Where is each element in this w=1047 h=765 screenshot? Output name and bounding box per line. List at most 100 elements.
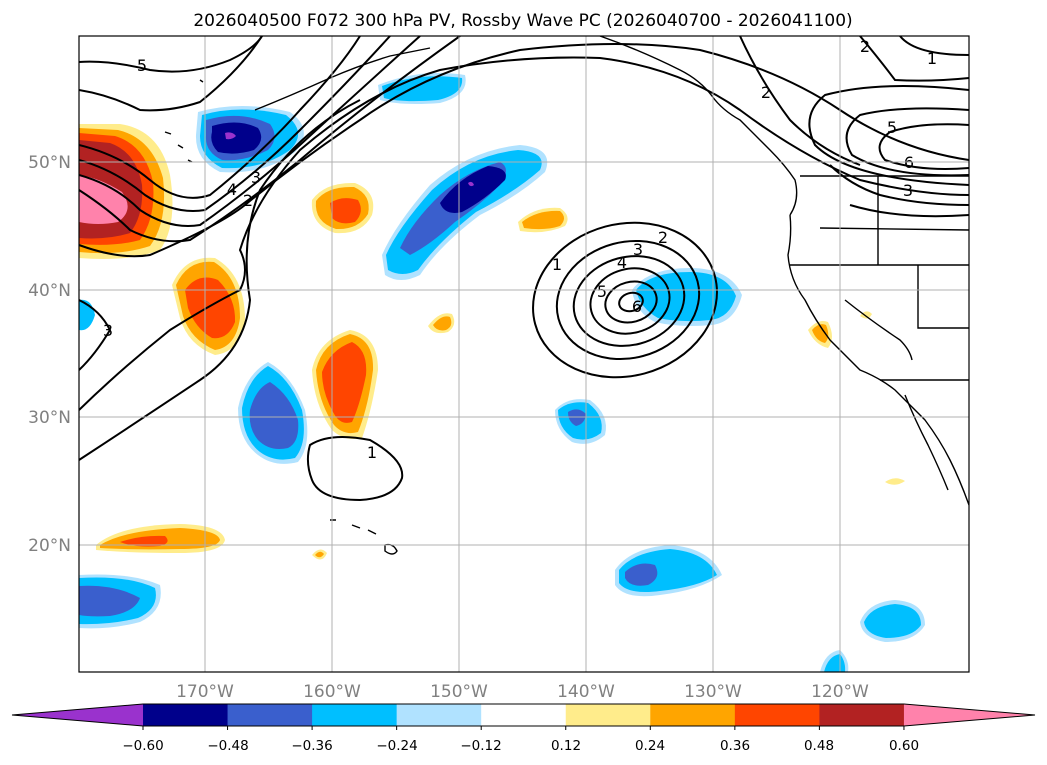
contour-south xyxy=(79,99,361,461)
coastline-aleutians xyxy=(254,47,431,111)
pv-negative-anomaly-subtropical xyxy=(238,362,308,464)
contour-label: 2 xyxy=(860,37,870,56)
coastline-islands xyxy=(164,79,204,163)
contour-5-northwest xyxy=(79,36,263,73)
contour-label: 5 xyxy=(137,56,147,75)
colorbar-ticks xyxy=(142,726,905,730)
coastline-baja xyxy=(904,394,949,491)
rossby-contours xyxy=(79,36,969,502)
colorbar-cell xyxy=(312,704,398,726)
colorbar-tick-label: −0.12 xyxy=(460,738,501,754)
contour-3-west xyxy=(79,299,112,371)
colorbar-extend-max xyxy=(903,704,1035,726)
longitude-label: 140°W xyxy=(557,682,615,702)
map-panel: 5 2 1 2 5 6 3 4 3 2 3 1 2 3 4 5 6 1 xyxy=(28,35,970,702)
border-state-4 xyxy=(819,227,969,231)
pv-negative-anomaly-band xyxy=(382,145,548,280)
colorbar: −0.60 −0.48 −0.36 −0.24 −0.12 0.12 0.24 … xyxy=(11,703,1036,754)
colorbar-tick-label: 0.60 xyxy=(889,738,919,754)
contour-east-2 xyxy=(845,107,969,177)
colorbar-tick-label: 0.12 xyxy=(551,738,581,754)
contour-mid xyxy=(79,56,969,411)
contour-east-4 xyxy=(829,164,969,206)
contour-label: 1 xyxy=(927,49,937,68)
pv-positive-anomaly-tropical xyxy=(96,524,225,553)
longitude-label: 130°W xyxy=(684,682,742,702)
contour-east-3 xyxy=(878,123,969,170)
contour-1-northeast xyxy=(899,36,969,56)
colorbar-tick-label: −0.36 xyxy=(291,738,332,754)
colorbar-cell xyxy=(565,704,651,726)
contour-low-2 xyxy=(555,239,701,361)
contour-label: 5 xyxy=(887,118,897,137)
pv-negative-anomaly-aleutians xyxy=(195,106,304,173)
contour-label: 3 xyxy=(103,321,113,340)
contour-label: 6 xyxy=(632,297,642,316)
figure-title: 2026040500 F072 300 hPa PV, Rossby Wave … xyxy=(193,11,852,31)
contour-label: 4 xyxy=(227,180,237,199)
coastlines xyxy=(164,36,969,555)
contour-label: 2 xyxy=(658,228,668,247)
contour-label: 4 xyxy=(617,253,627,272)
colorbar-tick-label: −0.60 xyxy=(122,738,163,754)
pv-positive-anomaly-small xyxy=(311,182,905,560)
colorbar-cell xyxy=(819,704,905,726)
colorbar-tick-labels: −0.60 −0.48 −0.36 −0.24 −0.12 0.12 0.24 … xyxy=(122,738,919,754)
contour-low-3 xyxy=(572,255,686,347)
contour-east-1 xyxy=(808,85,969,186)
colorbar-cell xyxy=(481,704,567,726)
contour-low-1 xyxy=(532,221,718,379)
contour-label: 3 xyxy=(251,168,261,187)
contour-north-4 xyxy=(79,36,421,227)
contour-north-5 xyxy=(79,36,461,243)
colorbar-tick-label: −0.24 xyxy=(376,738,417,754)
longitude-label: 170°W xyxy=(176,682,234,702)
latitude-label: 50°N xyxy=(28,153,71,173)
contour-label: 2 xyxy=(243,191,253,210)
map-frame xyxy=(78,35,970,673)
contour-label: 2 xyxy=(761,83,771,102)
contour-1-south xyxy=(306,435,404,502)
contour-north-2 xyxy=(79,36,361,199)
contour-label: 5 xyxy=(597,282,607,301)
colorbar-cells xyxy=(11,703,1036,727)
latitude-label: 30°N xyxy=(28,408,71,428)
latitude-label: 40°N xyxy=(28,281,71,301)
colorbar-cell xyxy=(396,704,482,726)
longitude-labels: 170°W 160°W 150°W 140°W 130°W 120°W xyxy=(176,682,869,702)
contour-east-6 xyxy=(859,36,969,82)
border-state-3 xyxy=(917,265,969,329)
colorbar-tick-label: 0.36 xyxy=(720,738,750,754)
gridlines xyxy=(79,36,969,672)
pv-positive-anomaly-central xyxy=(312,330,378,439)
contour-east-7 xyxy=(739,36,861,166)
pv-negative-anomaly-small xyxy=(555,399,606,444)
contour-north-1 xyxy=(79,36,263,112)
contour-label: 1 xyxy=(367,443,377,462)
colorbar-tick-label: 0.48 xyxy=(804,738,834,754)
border-california xyxy=(844,299,913,361)
latitude-labels: 50°N 40°N 30°N 20°N xyxy=(28,153,71,556)
contour-east-5 xyxy=(849,204,969,218)
contour-low-5 xyxy=(604,280,658,324)
pv-negative-anomaly-southwest xyxy=(79,574,161,629)
colorbar-cell xyxy=(734,704,820,726)
longitude-label: 160°W xyxy=(303,682,361,702)
contour-2-jet xyxy=(79,43,969,258)
contour-low-6 xyxy=(618,291,644,313)
longitude-label: 150°W xyxy=(430,682,488,702)
pv-negative-anomaly-southeast xyxy=(615,545,722,597)
coastline-alaska-bc xyxy=(599,36,798,216)
colorbar-tick-label: 0.24 xyxy=(635,738,665,754)
contour-label: 3 xyxy=(633,240,643,259)
pv-negative-anomaly-east xyxy=(632,268,742,326)
latitude-label: 20°N xyxy=(28,536,71,556)
colorbar-cell xyxy=(650,704,736,726)
colorbar-cell xyxy=(227,704,313,726)
contour-label: 3 xyxy=(903,181,913,200)
contour-north-3 xyxy=(79,36,391,212)
coastline-west-us xyxy=(787,214,969,506)
contour-low-4 xyxy=(589,267,671,335)
longitude-label: 120°W xyxy=(811,682,869,702)
